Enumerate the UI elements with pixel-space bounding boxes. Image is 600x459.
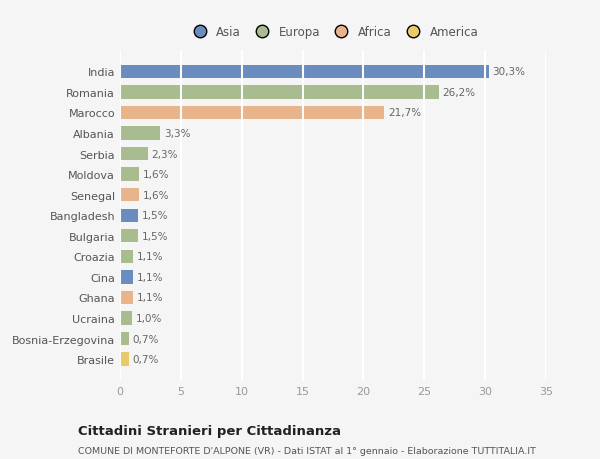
Text: 1,5%: 1,5% (142, 231, 169, 241)
Bar (120, 271, 133, 284)
Text: 1,6%: 1,6% (143, 170, 170, 180)
Text: 1,1%: 1,1% (137, 293, 164, 303)
Bar (120, 291, 133, 304)
Bar (120, 353, 128, 366)
Text: 3,3%: 3,3% (164, 129, 190, 139)
Bar (120, 189, 139, 202)
Bar (120, 250, 133, 263)
Bar (120, 312, 132, 325)
Text: 1,6%: 1,6% (143, 190, 170, 200)
Text: 1,1%: 1,1% (137, 272, 164, 282)
Text: 0,7%: 0,7% (132, 354, 158, 364)
Text: 0,7%: 0,7% (132, 334, 158, 344)
Text: 26,2%: 26,2% (443, 88, 476, 98)
Text: 21,7%: 21,7% (388, 108, 421, 118)
Bar (120, 230, 138, 243)
Text: 1,1%: 1,1% (137, 252, 164, 262)
Text: 1,0%: 1,0% (136, 313, 162, 323)
Legend: Asia, Europa, Africa, America: Asia, Europa, Africa, America (185, 23, 481, 41)
Bar (120, 209, 138, 223)
Bar (120, 332, 128, 346)
Bar (120, 168, 139, 181)
Text: COMUNE DI MONTEFORTE D'ALPONE (VR) - Dati ISTAT al 1° gennaio - Elaborazione TUT: COMUNE DI MONTEFORTE D'ALPONE (VR) - Dat… (78, 446, 536, 455)
Bar (120, 127, 160, 140)
Text: Cittadini Stranieri per Cittadinanza: Cittadini Stranieri per Cittadinanza (78, 425, 341, 437)
Bar (120, 66, 489, 79)
Text: 30,3%: 30,3% (493, 67, 526, 77)
Bar (120, 106, 384, 120)
Text: 1,5%: 1,5% (142, 211, 169, 221)
Text: 2,3%: 2,3% (152, 149, 178, 159)
Bar (120, 147, 148, 161)
Bar (120, 86, 439, 99)
